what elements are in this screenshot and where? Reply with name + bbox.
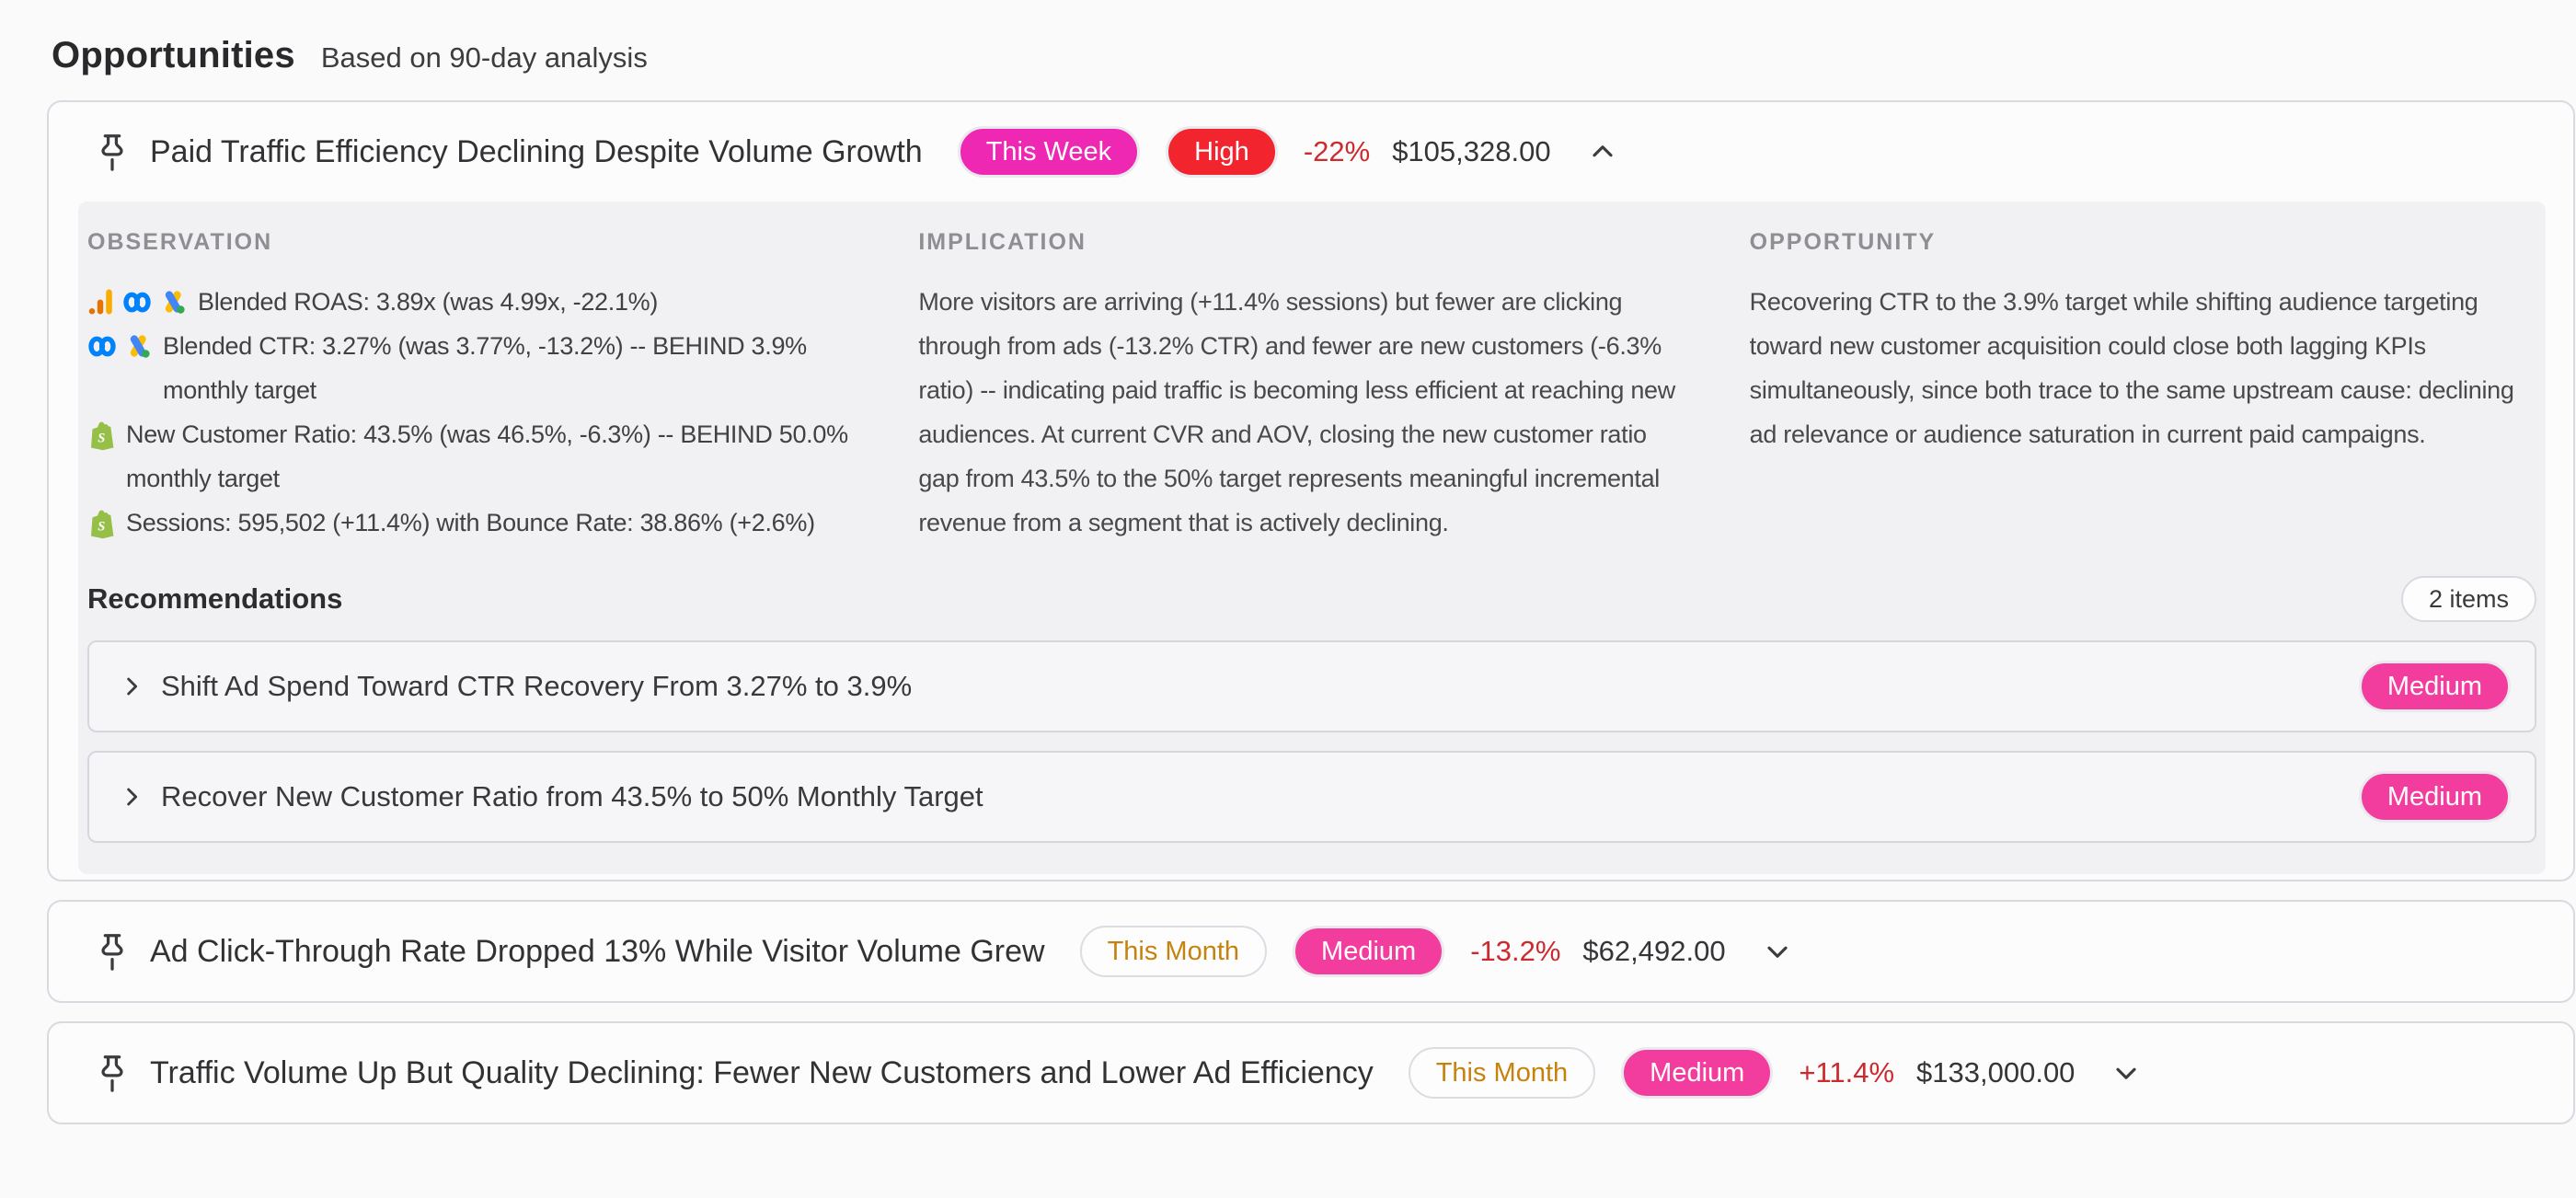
opportunity-title: Traffic Volume Up But Quality Declining:… xyxy=(150,1054,1374,1090)
timeframe-badge: This Week xyxy=(957,126,1141,178)
observation-item: New Customer Ratio: 43.5% (was 46.5%, -6… xyxy=(87,412,874,501)
opportunity-title: Paid Traffic Efficiency Declining Despit… xyxy=(150,133,923,169)
observation-text: Blended ROAS: 3.89x (was 4.99x, -22.1%) xyxy=(198,288,659,316)
implication-text: More visitors are arriving (+11.4% sessi… xyxy=(918,288,1675,536)
observation-text: Blended CTR: 3.27% (was 3.77%, -13.2%) -… xyxy=(163,332,807,404)
page-title: Opportunities xyxy=(52,35,295,75)
impact-amount: $62,492.00 xyxy=(1582,935,1726,967)
google-ads-icon xyxy=(159,288,187,316)
severity-badge: Medium xyxy=(1621,1047,1774,1099)
observation-column: OBSERVATION Blended ROAS: 3.89x (was 4.9… xyxy=(87,229,874,545)
meta-icon xyxy=(122,292,152,313)
opportunity-column: OPPORTUNITY Recovering CTR to the 3.9% t… xyxy=(1750,229,2536,545)
chevron-down-icon[interactable] xyxy=(1761,935,1794,968)
page-header: Opportunities Based on 90-day analysis xyxy=(52,35,2576,76)
implication-label: IMPLICATION xyxy=(918,229,1087,255)
delta-percent: -22% xyxy=(1303,135,1371,167)
chevron-right-icon[interactable] xyxy=(117,782,146,812)
page-subtitle: Based on 90-day analysis xyxy=(320,41,648,74)
chevron-right-icon[interactable] xyxy=(117,672,146,701)
impact-amount: $105,328.00 xyxy=(1392,135,1551,167)
shopify-icon xyxy=(87,509,115,539)
google-analytics-icon xyxy=(87,288,115,316)
shopify-icon xyxy=(87,420,115,451)
observation-text: New Customer Ratio: 43.5% (was 46.5%, -6… xyxy=(126,420,848,492)
delta-percent: +11.4% xyxy=(1799,1056,1895,1089)
recommendation-title: Recover New Customer Ratio from 43.5% to… xyxy=(161,780,983,812)
observation-label: OBSERVATION xyxy=(87,229,273,255)
recommendation-title: Shift Ad Spend Toward CTR Recovery From … xyxy=(161,670,913,702)
timeframe-badge: This Month xyxy=(1408,1047,1596,1099)
google-ads-icon xyxy=(124,332,152,360)
opportunity-card-body: OBSERVATION Blended ROAS: 3.89x (was 4.9… xyxy=(78,202,2546,874)
observation-text: Sessions: 595,502 (+11.4%) with Bounce R… xyxy=(126,509,815,536)
opportunity-label: OPPORTUNITY xyxy=(1749,229,1937,255)
recommendations-count-badge: 2 items xyxy=(2400,576,2536,622)
analysis-columns: OBSERVATION Blended ROAS: 3.89x (was 4.9… xyxy=(87,229,2536,545)
recommendations-header: Recommendations 2 items xyxy=(87,576,2536,622)
pin-icon[interactable] xyxy=(91,930,133,973)
observation-item: Blended ROAS: 3.89x (was 4.99x, -22.1%) xyxy=(87,280,874,324)
chevron-down-icon[interactable] xyxy=(2110,1056,2143,1089)
chevron-up-icon[interactable] xyxy=(1586,135,1619,168)
opportunity-card: Ad Click-Through Rate Dropped 13% While … xyxy=(47,900,2575,1003)
recommendations-title: Recommendations xyxy=(87,582,343,615)
opportunity-text: Recovering CTR to the 3.9% target while … xyxy=(1749,288,2514,448)
timeframe-badge: This Month xyxy=(1079,926,1268,977)
implication-column: IMPLICATION More visitors are arriving (… xyxy=(918,229,1705,545)
opportunity-card: Traffic Volume Up But Quality Declining:… xyxy=(47,1021,2575,1124)
priority-badge: Medium xyxy=(2358,771,2511,823)
priority-badge: Medium xyxy=(2358,661,2511,712)
opportunity-card: Paid Traffic Efficiency Declining Despit… xyxy=(47,100,2575,881)
recommendation-row[interactable]: Shift Ad Spend Toward CTR Recovery From … xyxy=(87,640,2536,732)
opportunity-title: Ad Click-Through Rate Dropped 13% While … xyxy=(150,933,1045,969)
observation-item: Blended CTR: 3.27% (was 3.77%, -13.2%) -… xyxy=(87,324,874,412)
opportunity-card-header[interactable]: Ad Click-Through Rate Dropped 13% While … xyxy=(49,902,2573,1001)
severity-badge: Medium xyxy=(1293,926,1445,977)
delta-percent: -13.2% xyxy=(1470,935,1561,967)
observation-item: Sessions: 595,502 (+11.4%) with Bounce R… xyxy=(87,501,874,545)
opportunity-card-header[interactable]: Traffic Volume Up But Quality Declining:… xyxy=(49,1023,2573,1123)
recommendation-row[interactable]: Recover New Customer Ratio from 43.5% to… xyxy=(87,751,2536,843)
pin-icon[interactable] xyxy=(91,1052,133,1094)
impact-amount: $133,000.00 xyxy=(1916,1056,2076,1089)
severity-badge: High xyxy=(1166,126,1278,178)
meta-icon xyxy=(87,336,117,357)
opportunity-card-header[interactable]: Paid Traffic Efficiency Declining Despit… xyxy=(49,102,2573,202)
pin-icon[interactable] xyxy=(91,131,133,173)
